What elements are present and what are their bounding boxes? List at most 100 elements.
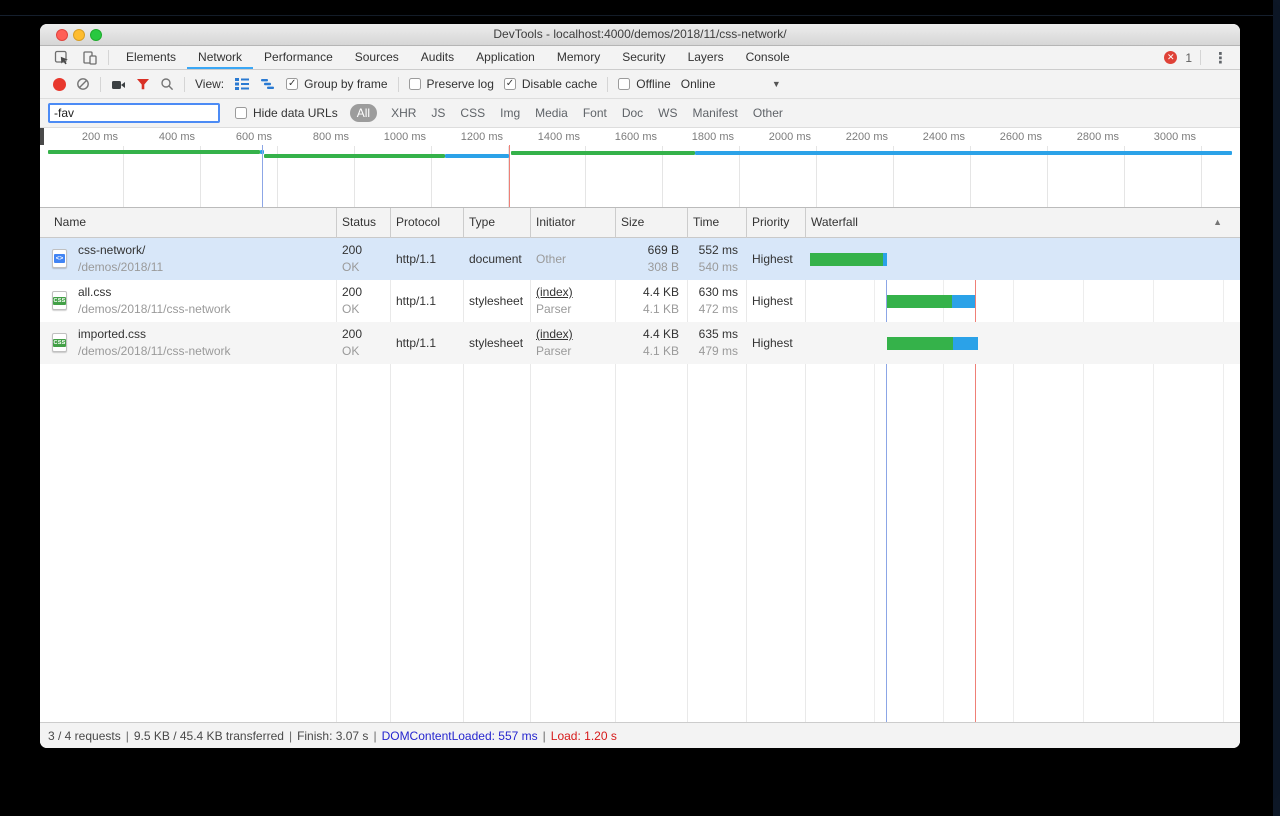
tab-sources[interactable]: Sources [354,49,399,64]
ruler-tick-label: 2000 ms [768,131,811,143]
show-overview-icon[interactable] [260,77,276,91]
group-by-frame-checkbox[interactable]: ✓ [286,78,299,90]
summary-statusbar: 3 / 4 requests | 9.5 KB / 45.4 KB transf… [40,722,1240,748]
use-large-request-rows-icon[interactable] [234,77,250,91]
waterfall-bar[interactable] [887,295,975,308]
divider [1200,50,1201,65]
inspect-element-icon[interactable] [54,50,70,66]
tab-memory[interactable]: Memory [556,49,601,64]
load-summary: Load: 1.20 s [550,728,617,743]
tab-performance[interactable]: Performance [264,49,333,64]
column-header-name[interactable]: Name [54,215,87,229]
filter-type-css[interactable]: CSS [460,106,486,120]
device-toolbar-icon[interactable] [82,50,98,66]
column-separator [390,238,391,722]
filter-type-other[interactable]: Other [752,106,783,120]
request-name[interactable]: imported.css [78,327,147,341]
request-name[interactable]: all.css [78,285,112,299]
filter-type-font[interactable]: Font [582,106,607,120]
initiator[interactable]: (index) [536,327,573,341]
tab-layers[interactable]: Layers [687,49,724,64]
request-row[interactable]: CSS imported.css/demos/2018/11/css-networ… [40,322,1240,364]
filter-type-js[interactable]: JS [431,106,446,120]
column-separator [463,238,464,722]
disable-cache-control: ✓ Disable cache [503,77,597,91]
column-header-initiator[interactable]: Initiator [536,215,576,229]
filter-type-manifest[interactable]: Manifest [692,106,738,120]
overview-segment-green [264,154,445,158]
ruler-tick-label: 600 ms [235,131,272,143]
column-header-status[interactable]: Status [342,215,377,229]
column-header-time[interactable]: Time [693,215,720,229]
filter-icon[interactable] [136,77,150,91]
preserve-log-control: Preserve log [408,77,494,91]
zoom-window-button[interactable] [90,29,102,41]
offline-checkbox[interactable] [618,78,631,90]
waterfall-bar[interactable] [887,337,978,350]
ruler-gridline [508,146,509,207]
error-count[interactable]: 1 [1185,50,1192,65]
disable-cache-checkbox[interactable]: ✓ [503,78,516,90]
column-header-protocol[interactable]: Protocol [396,215,441,229]
ruler-gridline [431,146,432,207]
tab-elements[interactable]: Elements [126,49,177,64]
filter-type-media[interactable]: Media [535,106,568,120]
tab-console[interactable]: Console [745,49,790,64]
status-text: OK [342,302,360,316]
status-text: OK [342,344,360,358]
group-by-frame-control: ✓ Group by frame [286,77,388,91]
request-row[interactable]: CSS all.css/demos/2018/11/css-network 200 O… [40,280,1240,322]
status-code: 200 [342,285,363,299]
waterfall-load-line [975,238,976,722]
more-options-icon[interactable]: ⋮ [1213,49,1228,67]
capture-screenshots-icon[interactable] [111,77,126,92]
filter-type-xhr[interactable]: XHR [391,106,417,120]
waterfall-bar-waiting [952,295,975,308]
request-name[interactable]: css-network/ [78,243,146,257]
time-latency: 479 ms [698,344,738,358]
column-border [390,208,391,238]
column-separator [530,238,531,722]
clear-icon[interactable] [76,77,90,91]
throttling-dropdown[interactable]: Online ▼ [681,77,781,91]
preserve-log-checkbox[interactable] [408,78,421,90]
column-border [530,208,531,238]
filter-type-doc[interactable]: Doc [621,106,644,120]
hide-data-urls-control: Hide data URLs [235,106,338,120]
record-network-log-button[interactable] [53,77,66,91]
separator: | [542,728,546,743]
column-header-size[interactable]: Size [621,215,645,229]
error-badge-icon[interactable]: ✕ [1164,51,1178,64]
ruler-gridline [354,146,355,207]
hide-data-urls-checkbox[interactable] [235,107,247,119]
minimize-window-button[interactable] [73,29,85,41]
size: 4.4 KB [642,327,679,341]
column-header-waterfall[interactable]: Waterfall [811,215,858,229]
tab-audits[interactable]: Audits [420,49,455,64]
filter-type-img[interactable]: Img [500,106,521,120]
initiator[interactable]: (index) [536,285,573,299]
overview-segment-green [48,150,260,154]
filter-input[interactable] [48,103,220,123]
filter-type-ws[interactable]: WS [658,106,678,120]
tab-security[interactable]: Security [622,49,666,64]
waterfall-bar[interactable] [810,253,887,266]
column-header-priority[interactable]: Priority [752,215,790,229]
network-overview[interactable]: 200 ms 400 ms 600 ms 800 ms 1000 ms 1200 ms 14… [40,128,1240,208]
column-border [336,208,337,238]
finish-summary: Finish: 3.07 s [297,728,369,743]
request-row[interactable]: <> css-network/ /demos/2018/11 200 OK http/1.… [40,238,1240,280]
column-header-type[interactable]: Type [469,215,496,229]
column-border [805,208,806,238]
tab-application[interactable]: Application [476,49,535,64]
search-icon[interactable] [160,77,174,91]
ruler-tick-label: 2800 ms [1076,131,1119,143]
tab-network[interactable]: Network [187,46,254,69]
column-separator [687,238,688,722]
overview-grip[interactable] [40,128,44,145]
sort-ascending-icon[interactable]: ▲ [1213,217,1222,227]
time: 635 ms [698,327,738,341]
close-window-button[interactable] [56,29,68,41]
ruler-gridline [662,146,663,207]
filter-type-all[interactable]: All [349,104,378,122]
